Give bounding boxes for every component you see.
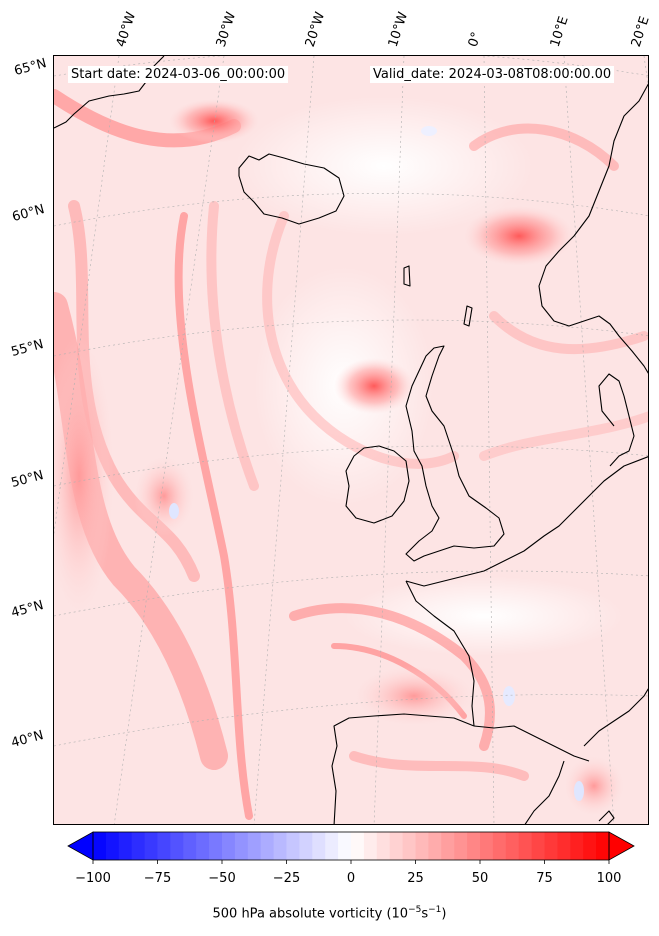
colorbar-cell <box>428 832 442 860</box>
colorbar-cell <box>389 832 403 860</box>
colorbar-cell <box>531 832 545 860</box>
negative-vorticity <box>503 686 515 706</box>
colorbar-cell <box>183 832 197 860</box>
colorbar-cell <box>454 832 468 860</box>
colorbar-cell <box>170 832 184 860</box>
negative-vorticity <box>574 781 584 801</box>
colorbar-cell <box>131 832 145 860</box>
colorbar-tick-label: 75 <box>536 871 553 886</box>
lon-label-20e: 20°E <box>628 14 653 50</box>
colorbar-cell <box>234 832 249 860</box>
vorticity-max <box>464 206 574 266</box>
colorbar-cell <box>505 832 520 860</box>
colorbar-cell <box>480 832 494 860</box>
lon-label-10w: 10°W <box>385 10 412 49</box>
colorbar-cell <box>415 832 429 860</box>
negative-vorticity <box>169 503 179 519</box>
colorbar-cell <box>467 832 481 860</box>
colorbar-tick-label: 25 <box>407 871 424 886</box>
lat-label-60n: 60°N <box>10 202 47 225</box>
colorbar-cell <box>93 832 107 860</box>
lon-label-0: 0° <box>465 30 485 49</box>
start-date-label: Start date: 2024-03-06_00:00:00 <box>68 66 289 83</box>
vorticity-max <box>334 358 414 414</box>
colorbar-cell <box>196 832 210 860</box>
colorbar-cell <box>105 832 120 860</box>
colorbar-cell <box>299 832 313 860</box>
colorbar-cell <box>441 832 455 860</box>
vorticity-max <box>354 666 474 726</box>
colorbar-tick-label: 0 <box>346 871 356 886</box>
colorbar-tick-label: −50 <box>208 871 236 886</box>
lon-label-20w: 20°W <box>302 10 329 49</box>
colorbar-low-extend <box>67 831 94 861</box>
colorbar-tick-label: 50 <box>471 871 489 886</box>
colorbar-cell <box>557 832 571 860</box>
colorbar-cell <box>312 832 326 860</box>
colorbar-tick-label: −75 <box>143 871 172 886</box>
map-panel[interactable] <box>53 55 649 825</box>
vorticity-max <box>564 756 624 816</box>
lat-label-55n: 55°N <box>9 337 46 360</box>
lat-label-40n: 40°N <box>9 728 46 751</box>
colorbar-cell <box>247 832 262 860</box>
valid-date-label: Valid_date: 2024-03-08T08:00:00.00 <box>370 66 615 83</box>
colorbar-cell <box>144 832 158 860</box>
vorticity-map <box>54 56 648 824</box>
colorbar-cell <box>583 832 597 860</box>
colorbar-cell <box>325 832 339 860</box>
graticule <box>54 56 648 824</box>
colorbar-cell <box>402 832 416 860</box>
colorbar-title: 500 hPa absolute vorticity (10−5s−1) <box>212 905 447 922</box>
colorbar-cell <box>363 832 378 860</box>
vorticity-max <box>169 99 259 143</box>
lat-label-45n: 45°N <box>9 598 46 621</box>
colorbar-cell <box>570 832 584 860</box>
lon-label-10e: 10°E <box>547 14 572 50</box>
colorbar-cell <box>273 832 287 860</box>
lon-label-40w: 40°W <box>113 10 140 49</box>
colorbar-cell <box>260 832 274 860</box>
colorbar-high-extend <box>608 831 635 861</box>
colorbar-cell <box>118 832 133 860</box>
colorbar-tick-label: 100 <box>596 871 622 886</box>
colorbar-cell <box>492 832 507 860</box>
vorticity-max <box>134 456 194 536</box>
colorbar-cell <box>286 832 300 860</box>
colorbar-cell <box>596 832 610 860</box>
colorbar-cell <box>157 832 171 860</box>
negative-vorticity <box>421 126 437 136</box>
colorbar-cell <box>376 832 391 860</box>
colorbar-tick-label: −100 <box>75 871 111 886</box>
colorbar-cell <box>338 832 352 860</box>
lon-label-30w: 30°W <box>213 10 240 49</box>
low-vorticity-area <box>234 96 534 236</box>
colorbar-cell <box>209 832 223 860</box>
lat-label-50n: 50°N <box>9 468 46 491</box>
colorbar-tick-label: −25 <box>272 871 301 886</box>
lat-label-65n: 65°N <box>12 56 49 79</box>
colorbar-cell <box>222 832 236 860</box>
colorbar-cell <box>518 832 532 860</box>
colorbar-cell <box>351 832 365 860</box>
vorticity-max <box>54 336 114 616</box>
colorbar-cell <box>544 832 558 860</box>
